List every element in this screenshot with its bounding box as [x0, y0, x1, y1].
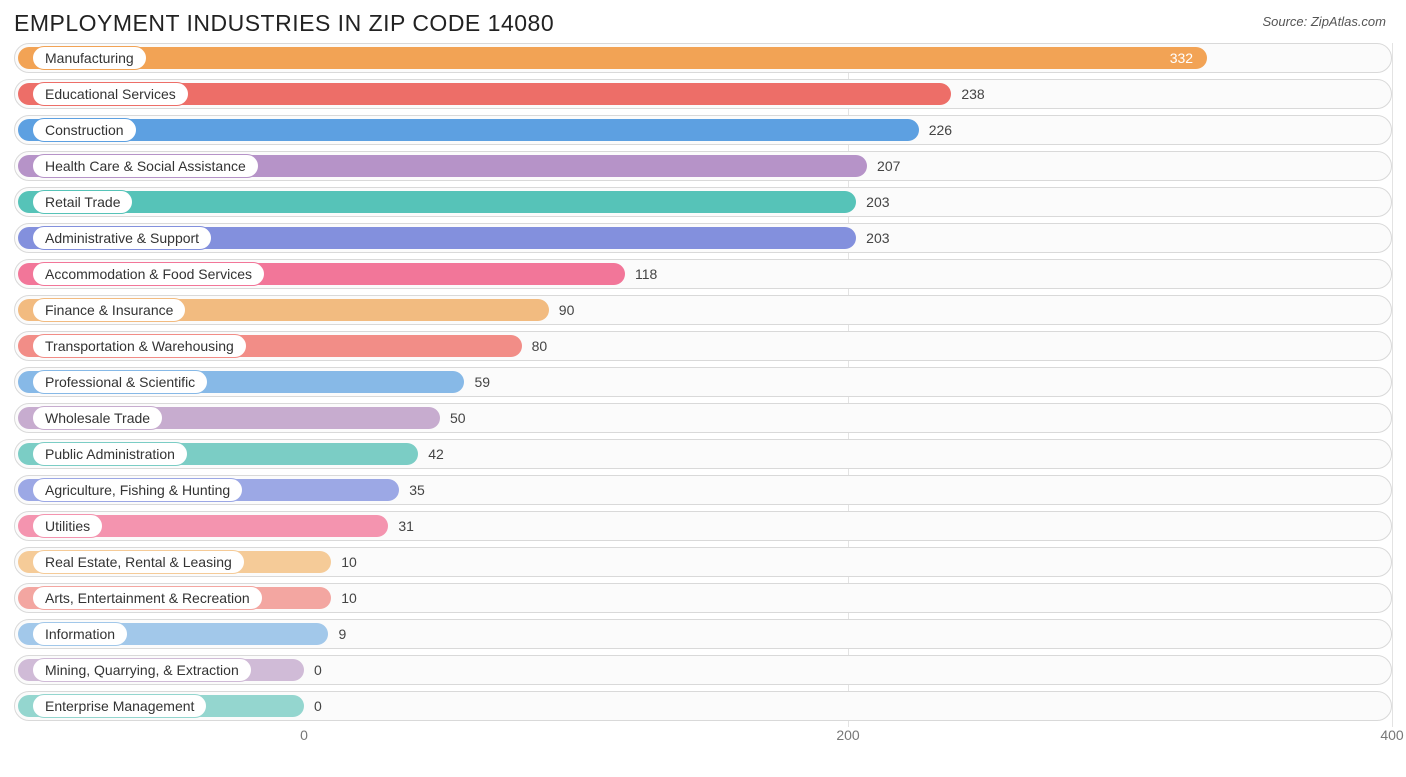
bar-value-label: 203 — [866, 230, 889, 246]
bar-category-label: Administrative & Support — [32, 226, 212, 250]
bar-category-label: Educational Services — [32, 82, 189, 106]
bar-category-label: Construction — [32, 118, 137, 142]
bar-category-label: Transportation & Warehousing — [32, 334, 247, 358]
bar-row: Real Estate, Rental & Leasing 10 — [14, 547, 1392, 577]
bar-row: Mining, Quarrying, & Extraction 0 — [14, 655, 1392, 685]
chart-header: EMPLOYMENT INDUSTRIES IN ZIP CODE 14080 … — [14, 10, 1392, 37]
bar-row: Agriculture, Fishing & Hunting 35 — [14, 475, 1392, 505]
bar-row: Accommodation & Food Services 118 — [14, 259, 1392, 289]
bar-value-label: 35 — [409, 482, 425, 498]
bar-category-label: Arts, Entertainment & Recreation — [32, 586, 263, 610]
bar-row: Construction 226 — [14, 115, 1392, 145]
bar-fill — [18, 119, 919, 141]
bar-value-label: 90 — [559, 302, 575, 318]
bar-category-label: Wholesale Trade — [32, 406, 163, 430]
bar-row: Educational Services 238 — [14, 79, 1392, 109]
grid-line — [1392, 43, 1393, 727]
chart-source: Source: ZipAtlas.com — [1262, 10, 1392, 29]
source-name: ZipAtlas.com — [1311, 14, 1386, 29]
bar-value-label: 9 — [338, 626, 346, 642]
bar-category-label: Mining, Quarrying, & Extraction — [32, 658, 252, 682]
bar-row: Wholesale Trade 50 — [14, 403, 1392, 433]
bar-row: Retail Trade 203 — [14, 187, 1392, 217]
bar-category-label: Retail Trade — [32, 190, 133, 214]
bar-value-label: 42 — [428, 446, 444, 462]
bar-fill — [18, 47, 1207, 69]
bar-value-label: 10 — [341, 554, 357, 570]
axis-tick-label: 0 — [300, 727, 308, 743]
bar-value-label: 0 — [314, 698, 322, 714]
bar-row: Administrative & Support 203 — [14, 223, 1392, 253]
bar-category-label: Utilities — [32, 514, 103, 538]
bar-value-label: 0 — [314, 662, 322, 678]
bar-row: Transportation & Warehousing 80 — [14, 331, 1392, 361]
bar-category-label: Real Estate, Rental & Leasing — [32, 550, 245, 574]
bar-value-label: 59 — [474, 374, 490, 390]
bar-category-label: Agriculture, Fishing & Hunting — [32, 478, 243, 502]
bar-row: Utilities 31 — [14, 511, 1392, 541]
bar-value-label: 31 — [398, 518, 414, 534]
bar-value-label: 238 — [961, 86, 984, 102]
bar-category-label: Information — [32, 622, 128, 646]
bar-value-label: 118 — [635, 266, 657, 282]
bar-category-label: Professional & Scientific — [32, 370, 208, 394]
bar-value-label: 80 — [532, 338, 548, 354]
chart-title: EMPLOYMENT INDUSTRIES IN ZIP CODE 14080 — [14, 10, 554, 37]
bar-row: Health Care & Social Assistance 207 — [14, 151, 1392, 181]
bar-category-label: Health Care & Social Assistance — [32, 154, 259, 178]
bar-row: Manufacturing 332 — [14, 43, 1392, 73]
bar-category-label: Manufacturing — [32, 46, 147, 70]
bar-row: Arts, Entertainment & Recreation 10 — [14, 583, 1392, 613]
bar-row: Finance & Insurance 90 — [14, 295, 1392, 325]
bar-value-label: 10 — [341, 590, 357, 606]
bar-row: Information 9 — [14, 619, 1392, 649]
chart-body: Manufacturing 332 Educational Services 238 C… — [14, 43, 1392, 753]
bar-value-label: 207 — [877, 158, 900, 174]
bar-list: Manufacturing 332 Educational Services 238 C… — [14, 43, 1392, 721]
bar-value-label: 50 — [450, 410, 466, 426]
bar-value-label: 203 — [866, 194, 889, 210]
x-axis: 0200400 — [14, 727, 1392, 753]
bar-category-label: Enterprise Management — [32, 694, 207, 718]
bar-row: Enterprise Management 0 — [14, 691, 1392, 721]
bar-value-label: 332 — [1170, 50, 1193, 66]
source-prefix: Source: — [1262, 14, 1310, 29]
bar-row: Public Administration 42 — [14, 439, 1392, 469]
bar-category-label: Finance & Insurance — [32, 298, 186, 322]
bar-fill — [18, 191, 856, 213]
bar-row: Professional & Scientific 59 — [14, 367, 1392, 397]
axis-tick-label: 200 — [836, 727, 859, 743]
bar-value-label: 226 — [929, 122, 952, 138]
bar-category-label: Accommodation & Food Services — [32, 262, 265, 286]
chart-frame: EMPLOYMENT INDUSTRIES IN ZIP CODE 14080 … — [0, 0, 1406, 777]
axis-tick-label: 400 — [1380, 727, 1403, 743]
bar-category-label: Public Administration — [32, 442, 188, 466]
